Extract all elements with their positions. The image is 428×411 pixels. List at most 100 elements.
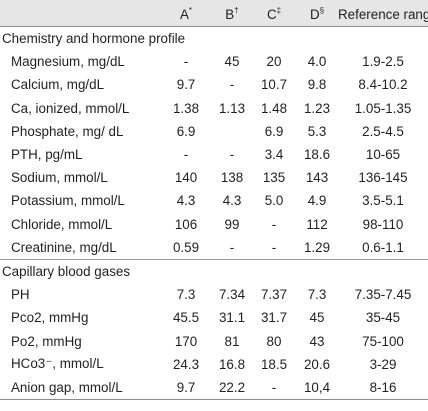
- reference-range: 2.5-4.5: [362, 123, 404, 139]
- parameter-name: Ca, ionized, mmol/L: [11, 100, 130, 116]
- table-row: HCo3⁻, mmol/L 24.3 16.8 18.5 20.6 3-29: [0, 353, 428, 376]
- header-col-a: A*: [160, 0, 212, 27]
- value-b: 1.13: [218, 100, 246, 116]
- table-row: Ca, ionized, mmol/L 1.38 1.13 1.48 1.23 1.05-…: [0, 97, 428, 120]
- table-row: PTH, pg/mL - - 3.4 18.6 10-65: [0, 143, 428, 166]
- value-b: 7.34: [218, 287, 246, 303]
- parameter-name: Sodium, mmol/L: [11, 170, 108, 186]
- value-a: 106: [174, 216, 198, 232]
- table-row: Phosphate, mg/ dL 6.9 6.9 5.3 2.5-4.5: [0, 120, 428, 143]
- value-a: 7.3: [176, 287, 196, 303]
- reference-range: 1.05-1.35: [354, 100, 412, 116]
- reference-range: 75-100: [362, 333, 404, 349]
- header-row: A* B† C‡ D§ Reference range: [0, 0, 428, 27]
- value-a: 45.5: [172, 310, 200, 326]
- value-d: 4.0: [307, 54, 327, 70]
- value-d: 18.6: [303, 147, 331, 163]
- value-a: 24.3: [172, 356, 200, 372]
- reference-range: 35-45: [365, 310, 401, 326]
- reference-range: 10-65: [365, 147, 401, 163]
- table-row: Po2, mmHg 170 81 80 43 75-100: [0, 329, 428, 352]
- value-d: 4.9: [307, 193, 327, 209]
- value-a: -: [183, 147, 189, 163]
- value-c: 80: [266, 333, 282, 349]
- table-row: Potassium, mmol/L 4.3 4.3 5.0 4.9 3.5-5.1: [0, 189, 428, 212]
- value-c: 10.7: [260, 77, 288, 93]
- reference-range: 3.5-5.1: [362, 193, 404, 209]
- section-title: Chemistry and hormone profile: [2, 31, 186, 47]
- parameter-name: Potassium, mmol/L: [11, 193, 125, 209]
- value-d: 9.8: [307, 77, 327, 93]
- value-b: 4.3: [222, 193, 242, 209]
- value-a: 140: [174, 170, 198, 186]
- parameter-name: HCo3⁻, mmol/L: [11, 356, 104, 372]
- section-header-row: Capillary blood gases: [0, 258, 428, 284]
- value-a: 9.7: [160, 375, 212, 400]
- value-d: 20.6: [303, 356, 331, 372]
- value-c: 3.4: [264, 147, 284, 163]
- parameter-name: Pco2, mmHg: [11, 310, 89, 326]
- section-header-row: Chemistry and hormone profile: [0, 27, 428, 51]
- value-b: 31.1: [218, 310, 246, 326]
- table-row: Creatinine, mg/dL 0.59 - - 1.29 0.6-1.1: [0, 236, 428, 260]
- value-c: 135: [262, 170, 286, 186]
- value-c: 20: [266, 54, 282, 70]
- reference-range: 98-110: [362, 216, 404, 232]
- header-col-b: B†: [212, 0, 252, 27]
- parameter-name: Phosphate, mg/ dL: [11, 123, 124, 139]
- table-header: A* B† C‡ D§ Reference range: [0, 0, 428, 27]
- value-a: 6.9: [176, 123, 196, 139]
- value-b: [212, 120, 252, 143]
- value-d: 143: [305, 170, 329, 186]
- parameter-name: Po2, mmHg: [11, 333, 82, 349]
- value-a: 1.38: [172, 100, 200, 116]
- table-row: Magnesium, mg/dL - 45 20 4.0 1.9-2.5: [0, 50, 428, 73]
- value-b: 99: [224, 216, 240, 232]
- header-reference-range: Reference range: [338, 0, 428, 27]
- value-c: 31.7: [260, 310, 288, 326]
- value-d: 1.29: [303, 239, 331, 255]
- value-c: 1.48: [260, 100, 288, 116]
- value-a: 170: [174, 333, 198, 349]
- value-c: -: [252, 375, 296, 400]
- value-a: -: [183, 54, 189, 70]
- value-b: 138: [220, 170, 244, 186]
- value-b: 45: [224, 54, 240, 70]
- value-c: 18.5: [260, 356, 288, 372]
- value-d: 7.3: [307, 287, 327, 303]
- value-b: 22.2: [212, 375, 252, 400]
- parameter-name: PH: [11, 287, 30, 303]
- reference-range: 1.9-2.5: [362, 54, 404, 70]
- value-c: -: [271, 216, 277, 232]
- table-row: Pco2, mmHg 45.5 31.1 31.7 45 35-45: [0, 306, 428, 329]
- table-row: Chloride, mmol/L 106 99 - 112 98-110: [0, 213, 428, 236]
- value-a: 4.3: [176, 193, 196, 209]
- value-c: 7.37: [260, 287, 288, 303]
- reference-range: 7.35-7.45: [354, 287, 412, 303]
- table-row: Calcium, mg/dL 9.7 - 10.7 9.8 8.4-10.2: [0, 73, 428, 96]
- value-d: 112: [306, 216, 328, 232]
- value-d: 45: [309, 310, 325, 326]
- parameter-name: Chloride, mmol/L: [11, 216, 113, 232]
- value-d: 5.3: [307, 123, 327, 139]
- reference-range: 136-145: [358, 170, 408, 186]
- parameter-name: Creatinine, mg/dL: [11, 239, 117, 255]
- reference-range: 8-16: [338, 375, 428, 400]
- value-d: 1.23: [303, 100, 331, 116]
- value-b: -: [229, 239, 235, 255]
- header-col-d: D§: [296, 0, 338, 27]
- value-b: 16.8: [218, 356, 246, 372]
- header-col-c: C‡: [252, 0, 296, 27]
- value-a: 9.7: [176, 77, 196, 93]
- value-c: 6.9: [264, 123, 284, 139]
- value-b: -: [229, 147, 235, 163]
- parameter-name: Anion gap, mmol/L: [0, 375, 160, 400]
- value-b: -: [229, 77, 235, 93]
- table-body: Chemistry and hormone profile Magnesium, …: [0, 27, 428, 400]
- reference-range: 8.4-10.2: [358, 77, 408, 93]
- value-b: 81: [224, 333, 240, 349]
- value-d: 43: [309, 333, 325, 349]
- table-row: Sodium, mmol/L 140 138 135 143 136-145: [0, 166, 428, 189]
- parameter-name: PTH, pg/mL: [11, 147, 83, 163]
- value-d: 10,4: [296, 375, 338, 400]
